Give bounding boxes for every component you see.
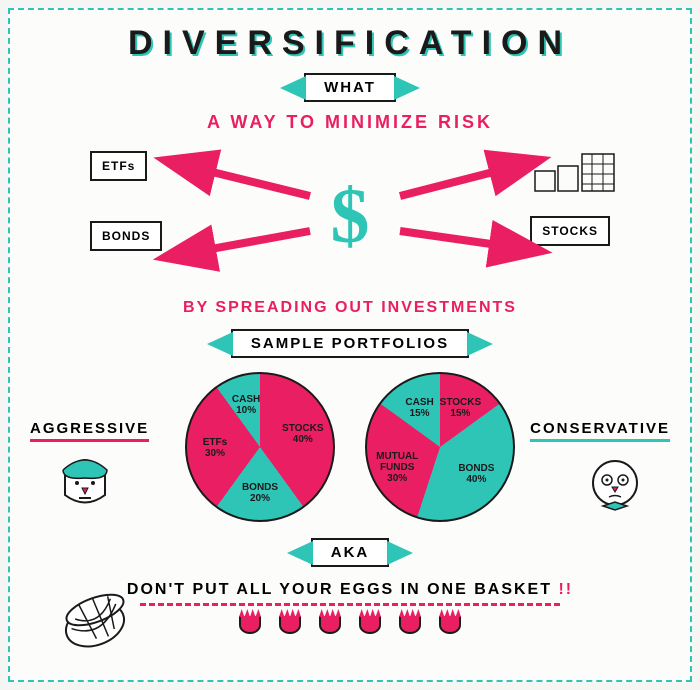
pie-slice-label: CASH10%	[221, 394, 271, 416]
portfolios-row: STOCKS40%BONDS20%ETFs30%CASH10% STOCKS15…	[10, 372, 690, 522]
pie-slice-label: CASH15%	[395, 397, 445, 419]
broken-egg-icon	[279, 616, 301, 634]
egg-saying: DON'T PUT ALL YOUR EGGS IN ONE BASKET	[127, 581, 552, 598]
banner-what: WHAT	[304, 73, 396, 102]
broken-egg-icon	[439, 616, 461, 634]
pie-slice-label: BONDS20%	[235, 482, 285, 504]
broken-egg-icon	[359, 616, 381, 634]
pie-conservative: STOCKS15%BONDS40%MUTUAL FUNDS30%CASH15%	[365, 372, 515, 522]
spread-diagram: $ ETFs BONDS STOCKS	[50, 141, 650, 291]
egg-underline	[140, 603, 560, 606]
tagline-top: A WAY TO MINIMIZE RISK	[10, 112, 690, 133]
tagline-bottom: BY SPREADING OUT INVESTMENTS	[10, 299, 690, 317]
banner-sample: SAMPLE PORTFOLIOS	[231, 329, 469, 358]
pie-slice-label: ETFs30%	[190, 437, 240, 459]
pie-slice-label: MUTUAL FUNDS30%	[372, 451, 422, 484]
broken-egg-icon	[319, 616, 341, 634]
pie-slice-label: BONDS40%	[451, 463, 501, 485]
page-title: DIVERSIFICATION	[10, 24, 690, 63]
napkin-frame: DIVERSIFICATION WHAT A WAY TO MINIMIZE R…	[8, 8, 692, 682]
arrows-icon	[50, 141, 650, 291]
pie-aggressive: STOCKS40% BONDS20% ETFs30% CASH10%	[185, 372, 335, 522]
basket-icon	[60, 570, 150, 650]
broken-egg-icon	[239, 616, 261, 634]
pie-slice-label: STOCKS40%	[278, 423, 328, 445]
egg-bang: !!	[558, 581, 573, 598]
broken-egg-icon	[399, 616, 421, 634]
banner-aka: AKA	[311, 538, 390, 567]
